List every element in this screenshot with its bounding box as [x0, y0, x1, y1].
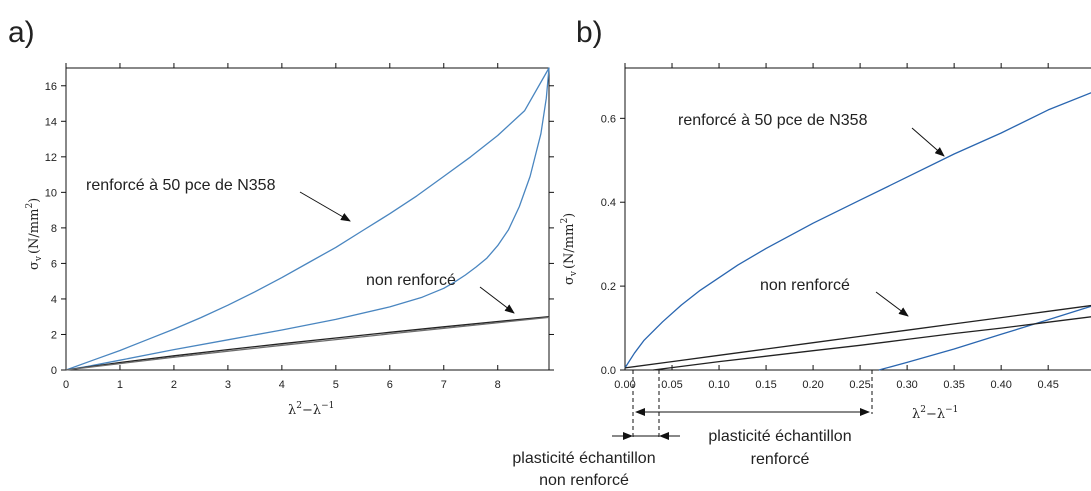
y-tick-label-a-5: 10 [45, 187, 57, 199]
x-tick-label-a-6: 6 [387, 379, 393, 391]
annotation-non-renforce-a: non renforcé [366, 272, 456, 289]
plasticity-label-non-renforce-line2: non renforcé [539, 472, 629, 489]
x-tick-label-a-7: 7 [441, 379, 447, 391]
x-tick-label-a-1: 1 [117, 379, 123, 391]
y-tick-label-b-3: 0.6 [601, 113, 616, 125]
x-tick-label-b-7: 0.35 [943, 379, 964, 391]
x-tick-label-a-0: 0 [63, 379, 69, 391]
y-axis-label-a: σv(N/mm2) [25, 198, 44, 270]
annotation-renforce-a: renforcé à 50 pce de N358 [86, 177, 276, 194]
y-tick-label-a-4: 8 [51, 223, 57, 235]
series-line-a-2 [65, 316, 550, 371]
y-tick-label-b-1: 0.2 [601, 281, 616, 293]
panel-label-a: a) [8, 16, 35, 49]
y-tick-label-a-6: 12 [45, 152, 57, 164]
y-tick-label-b-0: 0.0 [601, 365, 616, 377]
series-group-b [624, 92, 1091, 371]
y-tick-label-a-2: 4 [51, 294, 57, 306]
arrow-non-renforce-b [875, 291, 909, 317]
y-tick-label-a-3: 6 [51, 258, 57, 270]
x-tick-label-b-6: 0.30 [896, 379, 917, 391]
y-tick-label-a-8: 16 [45, 81, 57, 93]
x-tick-label-b-0: 0.00 [614, 379, 635, 391]
x-tick-label-b-1: 0.05 [661, 379, 682, 391]
series-line-b-3 [653, 316, 1091, 371]
series-line-a-1 [65, 316, 550, 371]
x-tick-label-b-2: 0.10 [708, 379, 729, 391]
arrow-renforce-b [911, 127, 945, 157]
y-tick-label-a-7: 14 [45, 116, 57, 128]
chart-panel-b: 0.00 0.05 0.10 0.15 0.20 0.25 0.30 0.35 0.40 0.45… [512, 63, 1091, 489]
annotation-renforce-b: renforcé à 50 pce de N358 [678, 112, 868, 129]
series-line-b-0 [624, 92, 1091, 369]
panel-label-b: b) [576, 16, 603, 49]
x-axis-label-a: λ2−λ−1 [288, 401, 334, 418]
x-tick-label-b-9: 0.45 [1037, 379, 1058, 391]
plasticity-label-renforce-line1: plasticité échantillon [708, 428, 851, 445]
ticks-b: 0.00 0.05 0.10 0.15 0.20 0.25 0.30 0.35 0.40 0.45… [601, 63, 1059, 391]
plot-frame-a [65, 67, 550, 371]
x-tick-label-b-4: 0.20 [802, 379, 823, 391]
x-tick-label-a-3: 3 [225, 379, 231, 391]
annotation-non-renforce-b: non renforcé [760, 277, 850, 294]
x-tick-label-a-8: 8 [495, 379, 501, 391]
series-group-a [65, 67, 550, 371]
series-line-a-0 [65, 67, 550, 371]
arrow-renforce-a [299, 191, 351, 222]
x-tick-label-b-5: 0.25 [849, 379, 870, 391]
x-tick-label-a-2: 2 [171, 379, 177, 391]
x-tick-label-b-3: 0.15 [755, 379, 776, 391]
plasticity-label-renforce-line2: renforcé [751, 451, 810, 468]
series-line-b-2 [624, 304, 1091, 369]
x-axis-label-b: λ2−λ−1 [912, 405, 958, 422]
y-tick-label-b-2: 0.4 [601, 197, 616, 209]
y-axis-label-b: σv(N/mm2) [560, 213, 579, 285]
x-tick-label-a-4: 4 [279, 379, 285, 391]
y-tick-label-a-1: 2 [51, 329, 57, 341]
x-tick-label-a-5: 5 [333, 379, 339, 391]
y-tick-label-a-0: 0 [51, 365, 57, 377]
series-line-b-1 [878, 305, 1091, 371]
plasticity-label-non-renforce-line1: plasticité échantillon [512, 450, 655, 467]
x-tick-label-b-8: 0.40 [990, 379, 1011, 391]
arrow-non-renforce-a [479, 286, 515, 314]
